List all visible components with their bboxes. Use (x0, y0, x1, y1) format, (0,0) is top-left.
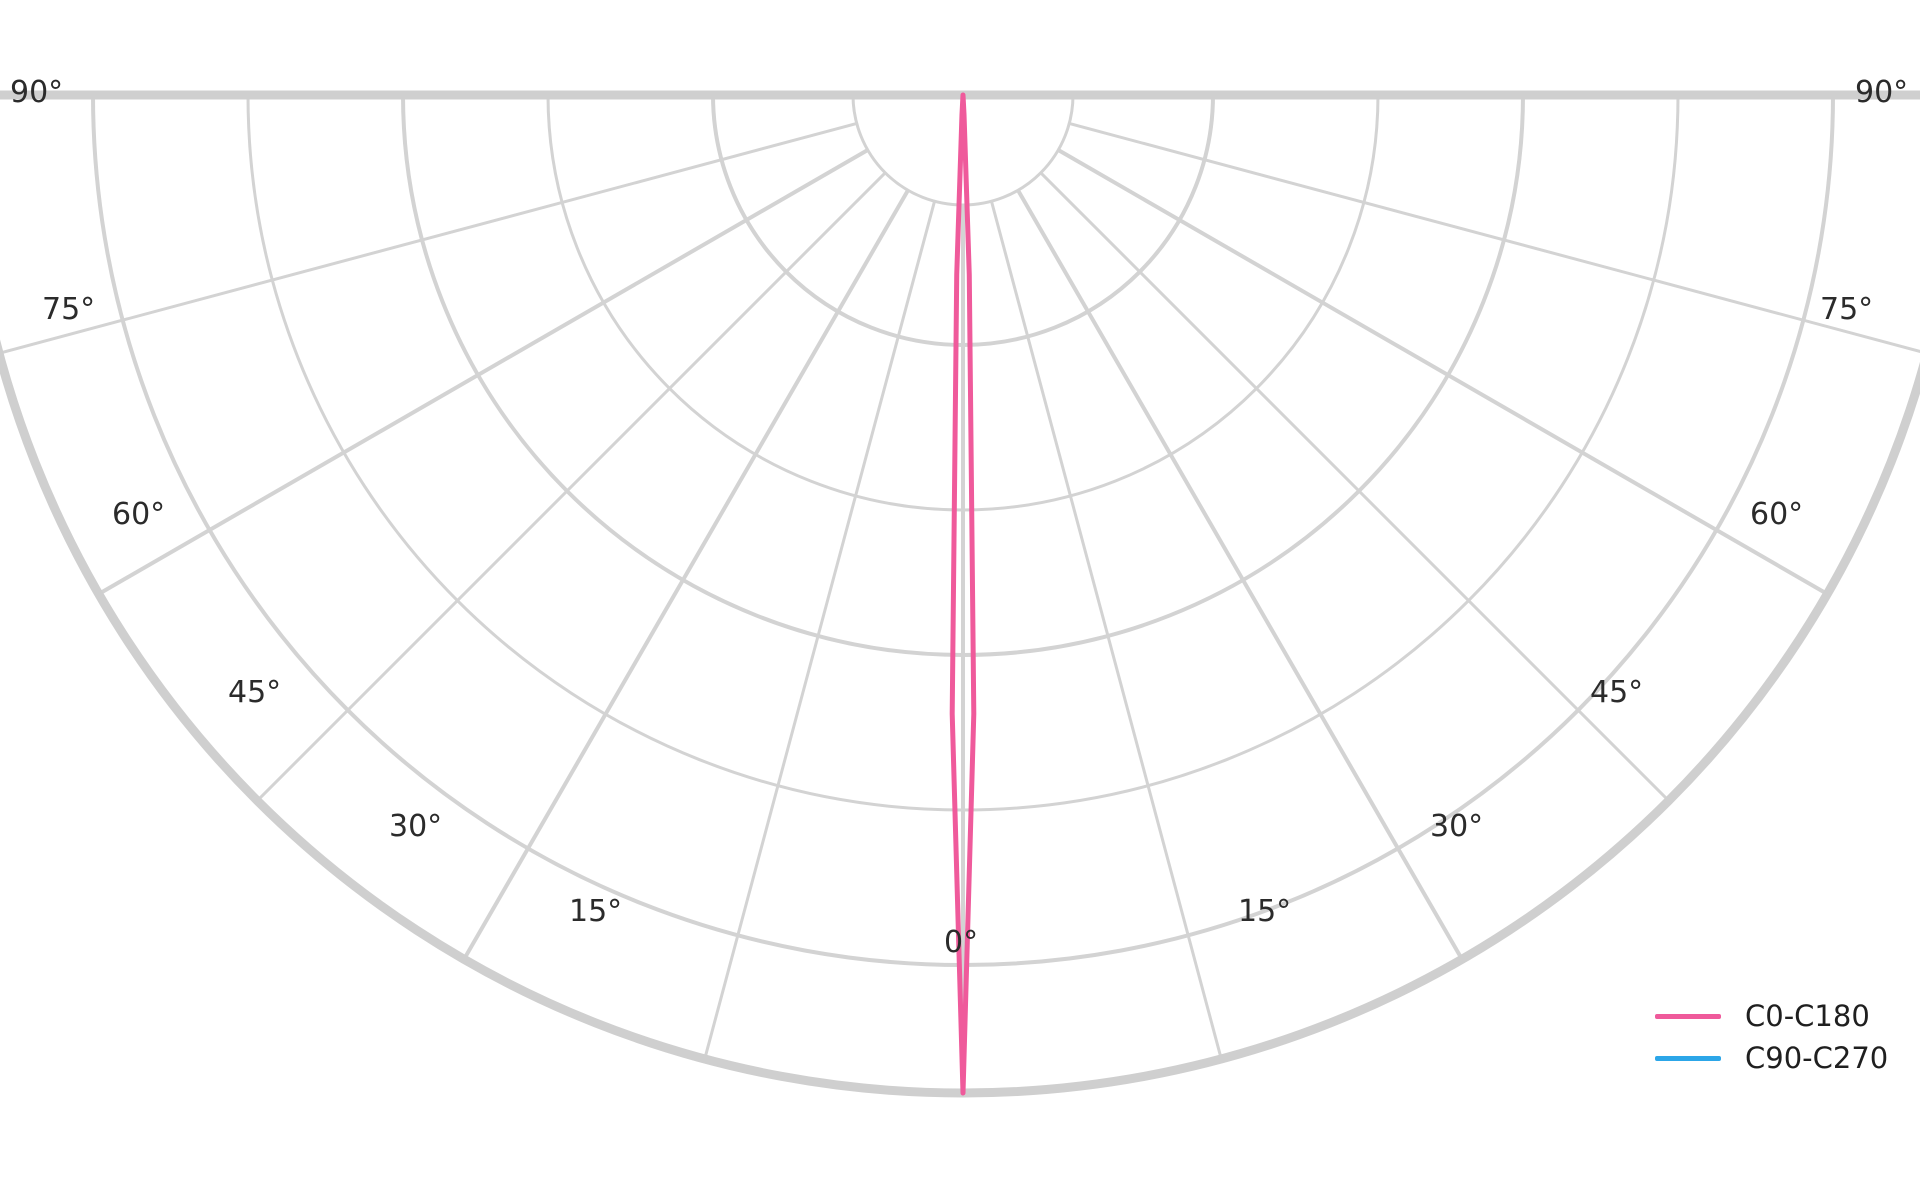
legend-swatch-c90-c270 (1655, 1055, 1721, 1061)
angle-tick-bottom-0deg: 0° (944, 925, 979, 960)
angle-tick-right-30deg: 30° (1430, 809, 1484, 844)
legend: C0-C180 C90-C270 (1655, 995, 1905, 1079)
legend-label-c0-c180: C0-C180 (1745, 998, 1870, 1033)
angle-tick-right-75deg: 75° (1820, 292, 1874, 327)
angle-tick-left-90deg: 90° (10, 75, 64, 110)
angle-tick-left-15deg: 15° (569, 894, 623, 929)
angle-tick-left-60deg: 60° (112, 497, 166, 532)
angle-tick-left-30deg: 30° (389, 809, 443, 844)
angle-tick-right-15deg: 15° (1238, 894, 1292, 929)
angle-tick-right-90deg: 90° (1855, 75, 1909, 110)
legend-swatch-c0-c180 (1655, 1013, 1721, 1019)
angle-tick-right-45deg: 45° (1590, 675, 1644, 710)
legend-item-c90-c270[interactable]: C90-C270 (1655, 1037, 1905, 1079)
angle-tick-left-45deg: 45° (228, 675, 282, 710)
grid-rays (0, 122, 1920, 1093)
angle-tick-left-75deg: 75° (42, 292, 96, 327)
series-curves (949, 92, 977, 1096)
legend-label-c90-c270: C90-C270 (1745, 1040, 1889, 1075)
legend-item-c0-c180[interactable]: C0-C180 (1655, 995, 1905, 1037)
angle-tick-right-60deg: 60° (1750, 497, 1804, 532)
